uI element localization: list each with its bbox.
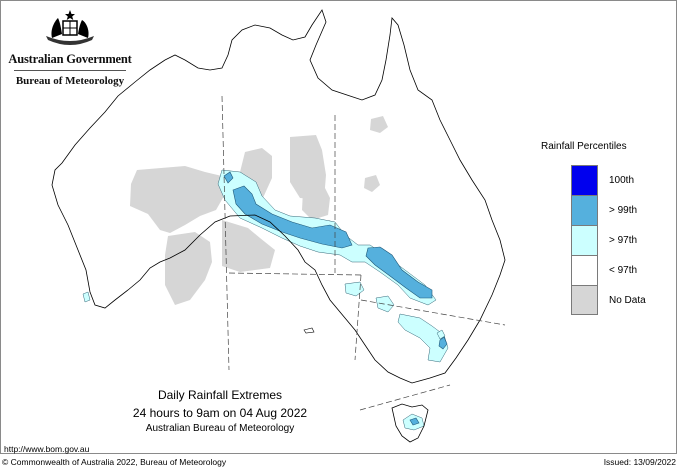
government-label: Australian Government [8,52,132,66]
legend-label: No Data [609,295,646,306]
copyright-notice: © Commonwealth of Australia 2022, Bureau… [2,457,227,467]
issued-date: Issued: 13/09/2022 [603,457,676,467]
map-title: Daily Rainfall Extremes [157,388,283,402]
australian-government-logo: Australian Government Bureau of Meteorol… [8,8,132,87]
website-link[interactable]: http://www.bom.gov.au [4,444,90,454]
commonwealth-coat-of-arms-icon [46,10,94,45]
legend-label: > 99th [609,205,638,216]
legend-swatch-gt97: > 97th [571,225,637,255]
legend-swatch-100th: 100th [571,165,634,195]
logo-divider [14,70,126,71]
legend-label: < 97th [609,265,638,276]
kangaroo-island [303,327,315,334]
tasmania-coastline [391,403,429,443]
legend-swatch-gt99: > 99th [571,195,637,225]
legend: 100th > 99th > 97th < 97th No Data [571,165,646,315]
mainland-coastline [51,9,506,384]
legend-title: Rainfall Percentiles [541,141,627,152]
gt99-regions [223,171,448,426]
map-source: Australian Bureau of Meteorology [145,423,295,434]
map-period: 24 hours to 9am on 04 Aug 2022 [132,406,308,420]
legend-swatch-no-data: No Data [571,285,646,315]
state-borders [221,95,506,411]
legend-label: > 97th [609,235,638,246]
agency-label: Bureau of Meteorology [15,75,125,87]
legend-swatch-lt97: < 97th [571,255,637,285]
legend-label: 100th [609,175,635,186]
